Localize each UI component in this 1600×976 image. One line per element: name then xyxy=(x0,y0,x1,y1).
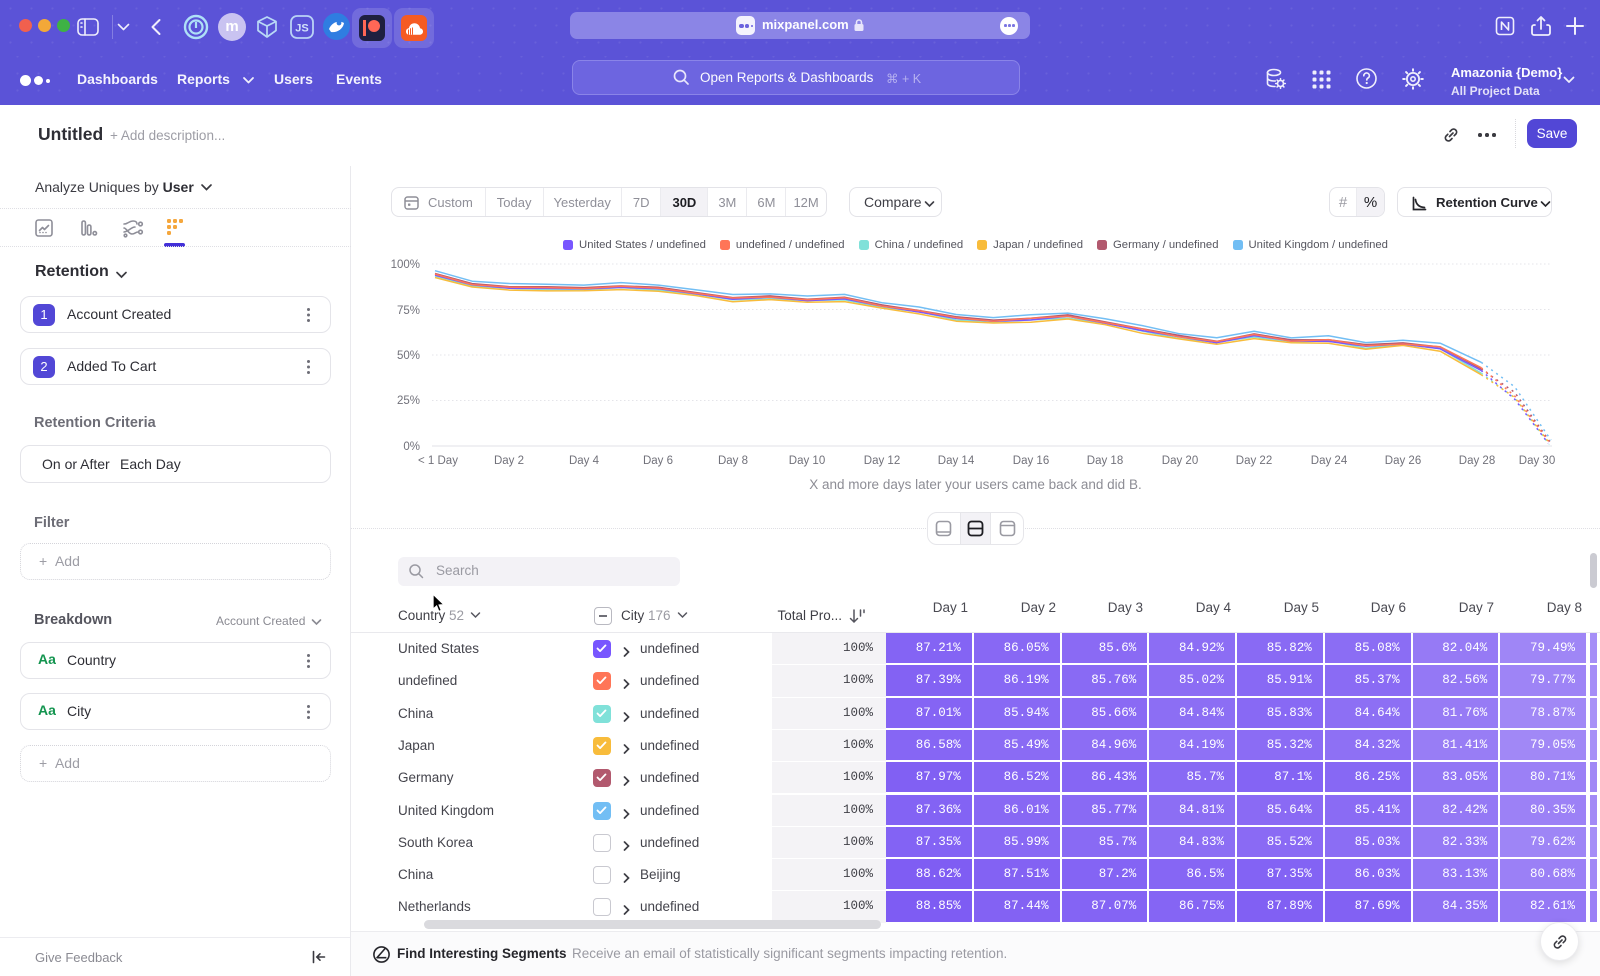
svg-text:100%: 100% xyxy=(391,259,420,271)
svg-text:Day 8: Day 8 xyxy=(718,455,748,467)
svg-text:Day 2: Day 2 xyxy=(494,455,524,467)
svg-text:Day 28: Day 28 xyxy=(1459,455,1495,467)
svg-text:Day 24: Day 24 xyxy=(1311,455,1348,467)
svg-text:50%: 50% xyxy=(397,350,420,362)
svg-text:Day 16: Day 16 xyxy=(1013,455,1049,467)
svg-text:75%: 75% xyxy=(397,305,420,317)
svg-text:JS: JS xyxy=(295,23,308,35)
svg-text:Day 18: Day 18 xyxy=(1087,455,1123,467)
svg-text:Day 6: Day 6 xyxy=(643,455,673,467)
svg-text:< 1 Day: < 1 Day xyxy=(418,455,458,467)
svg-text:Day 4: Day 4 xyxy=(569,455,600,467)
svg-text:Day 14: Day 14 xyxy=(938,455,975,467)
svg-text:0%: 0% xyxy=(403,441,420,453)
svg-text:Day 26: Day 26 xyxy=(1385,455,1421,467)
svg-text:25%: 25% xyxy=(397,395,420,407)
svg-text:Day 20: Day 20 xyxy=(1162,455,1198,467)
svg-text:Day 30: Day 30 xyxy=(1519,455,1555,467)
svg-text:Day 10: Day 10 xyxy=(789,455,825,467)
svg-text:Day 22: Day 22 xyxy=(1236,455,1272,467)
svg-text:Day 12: Day 12 xyxy=(864,455,900,467)
